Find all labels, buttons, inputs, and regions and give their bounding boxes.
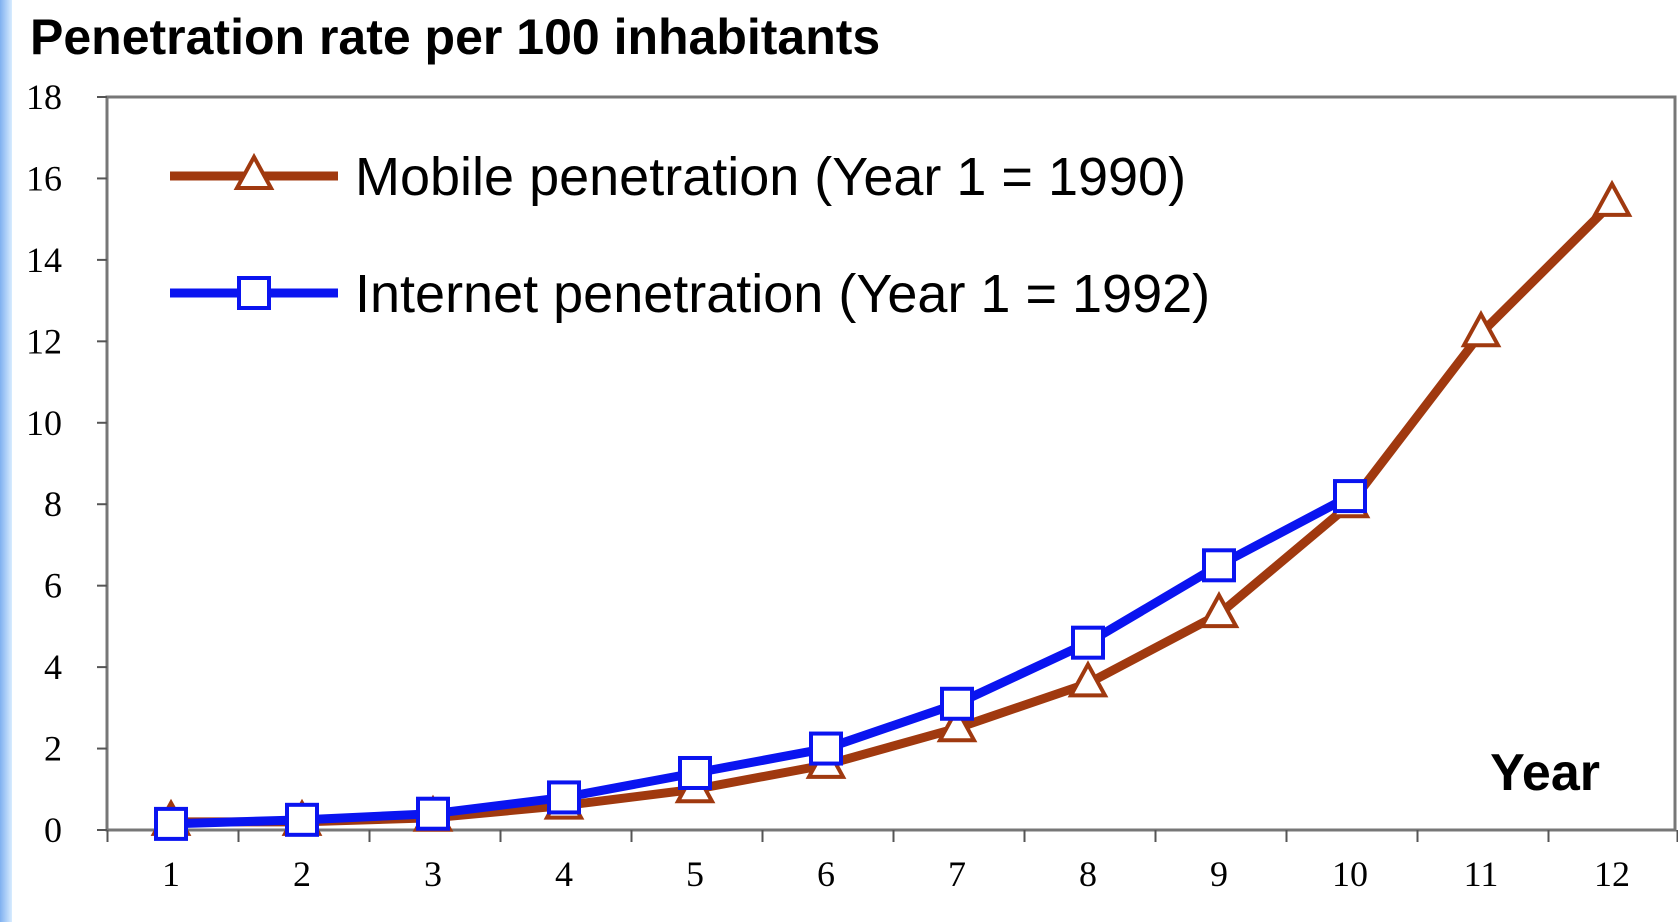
- y-tick-label: 6: [44, 566, 62, 606]
- data-point: [809, 731, 843, 766]
- x-tick-label: 2: [293, 854, 311, 894]
- data-point: [1591, 179, 1633, 217]
- plot-frame: [105, 95, 1677, 832]
- edge-strip: [0, 0, 12, 922]
- x-tick-label: 10: [1332, 854, 1368, 894]
- y-tick-label: 8: [44, 484, 62, 524]
- data-point: [1460, 310, 1502, 348]
- data-point: [416, 796, 450, 831]
- data-point: [940, 686, 974, 721]
- x-tick-label: 5: [686, 854, 704, 894]
- series-line: [170, 492, 1353, 829]
- data-point: [678, 755, 712, 790]
- y-tick-label: 14: [26, 240, 62, 280]
- data-point: [1202, 548, 1236, 583]
- y-tick-label: 18: [26, 77, 62, 117]
- x-tick-label: 8: [1079, 854, 1097, 894]
- legend-label: Mobile penetration (Year 1 = 1990): [355, 147, 1186, 207]
- data-point: [547, 780, 581, 815]
- legend-marker: [237, 276, 271, 310]
- x-tick-label: 12: [1594, 854, 1630, 894]
- data-point: [1071, 625, 1105, 660]
- x-tick-label: 11: [1464, 854, 1499, 894]
- chart-title: Penetration rate per 100 inhabitants: [30, 9, 880, 65]
- legend-marker: [233, 152, 275, 190]
- data-point: [1198, 591, 1240, 629]
- x-tick-label: 3: [424, 854, 442, 894]
- x-tick-label: 9: [1210, 854, 1228, 894]
- y-tick-label: 2: [44, 729, 62, 769]
- x-tick-label: 6: [817, 854, 835, 894]
- y-tick-label: 10: [26, 403, 62, 443]
- data-point: [154, 806, 188, 841]
- x-tick-label: 1: [162, 854, 180, 894]
- legend-label: Internet penetration (Year 1 = 1992): [355, 264, 1210, 324]
- y-tick-label: 16: [26, 158, 62, 198]
- y-tick-label: 12: [26, 321, 62, 361]
- data-point: [1067, 660, 1109, 698]
- x-axis-label: Year: [1490, 744, 1600, 802]
- data-point: [285, 802, 319, 837]
- y-tick-label: 0: [44, 810, 62, 850]
- x-tick-label: 4: [555, 854, 573, 894]
- data-point: [936, 705, 978, 743]
- data-point: [1333, 479, 1367, 514]
- x-tick-label: 7: [948, 854, 966, 894]
- y-tick-label: 4: [44, 647, 62, 687]
